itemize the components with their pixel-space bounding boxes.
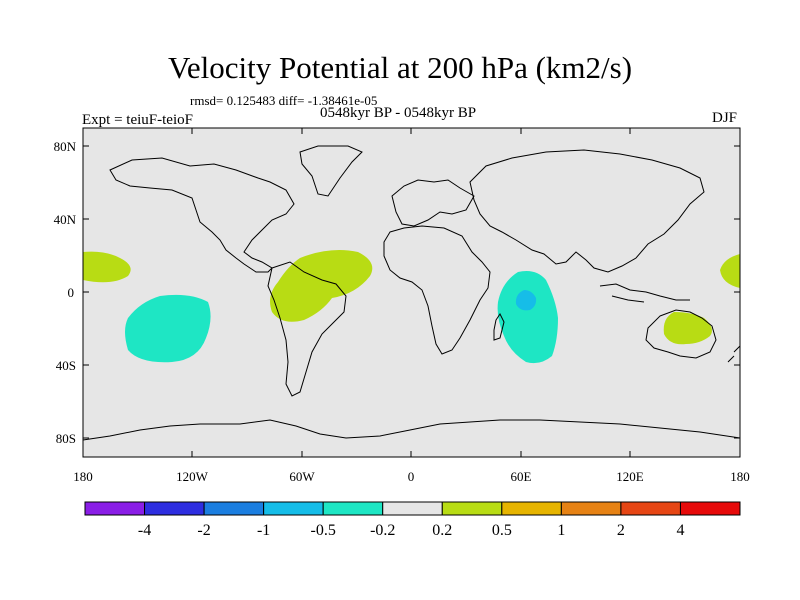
latitude-axis: [83, 145, 740, 439]
coast-europe: [391, 179, 475, 227]
colorbar-box-2: [203, 501, 265, 516]
y-label-0: 0: [68, 285, 75, 300]
colorbar-label-4: -0.2: [370, 522, 395, 539]
colorbar-box-4: [322, 501, 384, 516]
anomaly-patches: [83, 250, 740, 364]
colorbar-label-9: 4: [676, 522, 684, 539]
negative-patch-indian-ocean: [497, 271, 558, 364]
longitude-axis: [82, 128, 741, 457]
colorbar-box-7: [501, 501, 562, 516]
x-label-120e: 120E: [616, 469, 644, 484]
y-label-40s: 40S: [56, 358, 76, 373]
y-label-80n: 80N: [54, 139, 77, 154]
colorbar-box-3: [263, 501, 324, 516]
x-label-180e: 180: [730, 469, 750, 484]
coastlines: [82, 145, 741, 441]
positive-patch-central-pacific-east: [720, 254, 740, 288]
colorbar-boxes: [84, 501, 741, 516]
coast-africa: [383, 225, 491, 355]
colorbar-label-7: 1: [557, 522, 565, 539]
strong-negative-core-indian-ocean: [515, 290, 537, 311]
colorbar-box-9: [620, 501, 681, 516]
y-label-40n: 40N: [54, 212, 77, 227]
y-label-80s: 80S: [56, 431, 76, 446]
colorbar-box-10: [679, 501, 741, 516]
coast-north-america: [109, 157, 295, 273]
colorbar-labels: -4 -2 -1 -0.5 -0.2 0.2 0.5 1 2 4: [138, 522, 685, 539]
longitude-labels: 180 120W 60W 0 60E 120E 180: [73, 469, 750, 484]
x-label-60e: 60E: [511, 469, 532, 484]
x-label-120w: 120W: [176, 469, 209, 484]
x-label-0: 0: [408, 469, 415, 484]
colorbar-label-2: -1: [257, 522, 270, 539]
colorbar-label-3: -0.5: [311, 522, 336, 539]
negative-patch-south-pacific: [125, 294, 211, 363]
colorbar-box-1: [144, 501, 205, 516]
colorbar-box-5: [382, 501, 443, 516]
coast-new-zealand: [727, 345, 741, 363]
colorbar-label-8: 2: [617, 522, 625, 539]
x-label-60w: 60W: [289, 469, 315, 484]
coast-greenland: [299, 145, 363, 197]
coast-asia: [469, 149, 705, 273]
coast-antarctica: [82, 419, 741, 441]
coast-madagascar: [493, 313, 505, 341]
colorbar-label-0: -4: [138, 522, 151, 539]
colorbar-box-6: [441, 501, 503, 516]
coast-indonesia: [599, 283, 690, 303]
positive-patch-central-pacific-west: [83, 251, 131, 283]
colorbar-label-6: 0.5: [492, 522, 512, 539]
latitude-labels: 80N 40N 0 40S 80S: [54, 139, 77, 446]
colorbar-label-5: 0.2: [432, 522, 452, 539]
season-label: DJF: [712, 110, 738, 126]
positive-patch-australia: [663, 312, 712, 345]
experiment-label: Expt = teiuF-teioF: [82, 112, 193, 128]
coast-south-america: [267, 261, 347, 397]
x-label-180w: 180: [73, 469, 93, 484]
coast-australia: [645, 309, 717, 359]
colorbar-label-1: -2: [197, 522, 210, 539]
period-label: 0548kyr BP - 0548kyr BP: [320, 105, 477, 121]
colorbar-box-8: [560, 501, 622, 516]
plot-title: Velocity Potential at 200 hPa (km2/s): [167, 50, 633, 85]
rmsd-diff-stats: rmsd= 0.125483 diff= -1.38461e-05: [190, 93, 378, 108]
positive-patch-south-america: [270, 250, 373, 322]
colorbar-box-0: [84, 501, 146, 516]
